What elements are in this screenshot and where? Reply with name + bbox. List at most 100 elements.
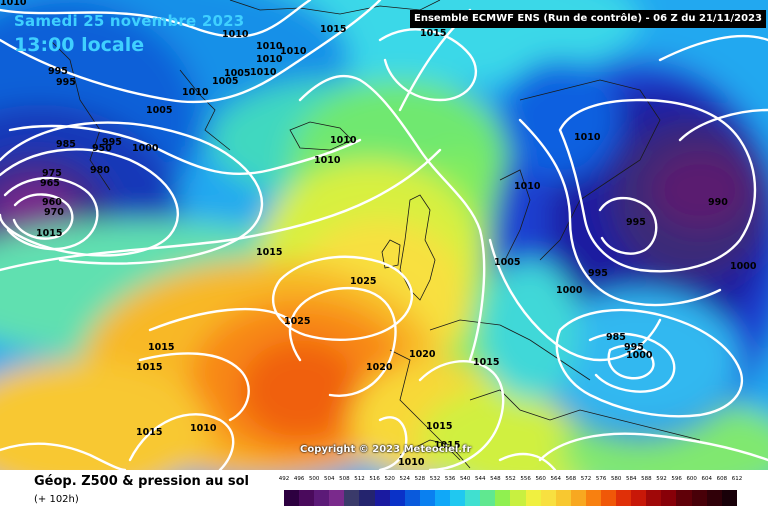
legend-tick-label: 592 bbox=[656, 476, 667, 482]
isobar-label: 1000 bbox=[556, 285, 583, 296]
isobar-label: 980 bbox=[90, 165, 110, 176]
isobar-label: 1015 bbox=[426, 421, 452, 432]
legend-swatch bbox=[419, 490, 435, 506]
legend-tick-label: 596 bbox=[671, 476, 682, 482]
legend-swatch bbox=[570, 490, 586, 506]
legend-swatch bbox=[284, 490, 300, 506]
legend-swatch bbox=[344, 490, 360, 506]
legend-tick-label: 504 bbox=[324, 476, 335, 482]
isobar-label: 995 bbox=[56, 77, 76, 88]
legend-tick-label: 612 bbox=[731, 476, 743, 482]
isobar-label: 1010 bbox=[0, 0, 27, 8]
isobar-label: 1005 bbox=[212, 76, 238, 87]
isobar-label: 1010 bbox=[330, 135, 357, 146]
geopotential-field bbox=[0, 0, 768, 470]
isobar-label: 1015 bbox=[136, 427, 162, 438]
isobar-label: 1010 bbox=[222, 29, 249, 40]
isobar-label: 1010 bbox=[514, 181, 541, 192]
legend-swatch bbox=[389, 490, 405, 506]
legend-swatch bbox=[510, 490, 526, 506]
isobar-label: 970 bbox=[44, 207, 64, 218]
isobar-label: 995 bbox=[624, 342, 644, 353]
legend-swatch bbox=[540, 490, 556, 506]
legend-swatch bbox=[691, 490, 707, 506]
legend-tick-label: 532 bbox=[429, 476, 441, 482]
isobar-label: 1025 bbox=[350, 276, 376, 287]
isobar-label: 1005 bbox=[146, 105, 172, 116]
isobar-label: 1010 bbox=[190, 423, 217, 434]
legend-swatch bbox=[706, 490, 722, 506]
isobar-label: 1020 bbox=[409, 349, 436, 360]
legend-tick-label: 508 bbox=[339, 476, 350, 482]
isobar-labels: 1010 995 995 985 950 995 1000 980 975 96… bbox=[0, 0, 757, 468]
legend-tick-label: 500 bbox=[308, 476, 320, 482]
isobar-label: 1025 bbox=[284, 316, 310, 327]
isobar-label: 995 bbox=[102, 137, 122, 148]
isobar-label: 1020 bbox=[366, 362, 393, 373]
legend-color-bar bbox=[284, 490, 737, 506]
legend-swatch bbox=[314, 490, 330, 506]
isobars bbox=[0, 0, 768, 470]
legend-tick-label: 536 bbox=[444, 476, 456, 482]
isobar-label: 995 bbox=[626, 217, 646, 228]
isobar-label: 985 bbox=[606, 332, 626, 343]
legend-tick-label: 516 bbox=[369, 476, 380, 482]
legend-swatch bbox=[721, 490, 737, 506]
legend-swatch bbox=[374, 490, 390, 506]
legend-swatch bbox=[450, 490, 466, 506]
legend-tick-label: 548 bbox=[490, 476, 501, 482]
legend-tick-label: 556 bbox=[520, 476, 531, 482]
isobar-label: 1015 bbox=[136, 362, 162, 373]
legend-tick-label: 588 bbox=[641, 476, 652, 482]
isobar-label: 1010 bbox=[256, 54, 283, 65]
legend-tick-label: 512 bbox=[354, 476, 365, 482]
weather-map: 1010 995 995 985 950 995 1000 980 975 96… bbox=[0, 0, 768, 470]
isobar-label: 1010 bbox=[574, 132, 601, 143]
legend-swatch bbox=[480, 490, 496, 506]
legend-swatch bbox=[646, 490, 662, 506]
isobar-label: 1000 bbox=[132, 143, 159, 154]
legend-tick-label: 524 bbox=[399, 476, 411, 482]
legend-tick-label: 572 bbox=[580, 476, 592, 482]
isobar-label: 995 bbox=[48, 66, 68, 77]
legend-tick-label: 576 bbox=[595, 476, 607, 482]
legend-tick-label: 608 bbox=[716, 476, 728, 482]
forecast-time: 13:00 locale bbox=[14, 34, 145, 56]
legend-tick-label: 552 bbox=[505, 476, 516, 482]
legend-swatch bbox=[616, 490, 632, 506]
legend-swatch bbox=[329, 490, 345, 506]
legend-swatch bbox=[676, 490, 692, 506]
color-scale-legend: 492 496 500 504 508 512 516 520 524 528 532 536 540 5… bbox=[279, 476, 752, 510]
isobar-label: 1000 bbox=[626, 350, 653, 361]
isobar-label: 985 bbox=[56, 139, 76, 150]
legend-tick-label: 560 bbox=[535, 476, 546, 482]
isobar-label: 1010 bbox=[182, 87, 209, 98]
legend-tick-label: 568 bbox=[565, 476, 577, 482]
legend-swatch bbox=[555, 490, 571, 506]
legend-tick-label: 492 bbox=[278, 476, 290, 482]
isobar-label: 1010 bbox=[314, 155, 341, 166]
legend-tick-label: 540 bbox=[459, 476, 471, 482]
isobar-label: 1015 bbox=[434, 440, 460, 451]
isobar-label: 1015 bbox=[320, 24, 346, 35]
legend-swatch bbox=[404, 490, 420, 506]
isobar-label: 1010 bbox=[250, 67, 277, 78]
legend-tick-label: 600 bbox=[686, 476, 697, 482]
legend-tick-label: 604 bbox=[701, 476, 713, 482]
isobar-label: 995 bbox=[588, 268, 608, 279]
isobar-label: 975 bbox=[42, 168, 62, 179]
isobar-label: 1000 bbox=[730, 261, 757, 272]
legend-tick-label: 520 bbox=[384, 476, 395, 482]
isobar-label: 1015 bbox=[256, 247, 282, 258]
isobar-label: 1015 bbox=[473, 357, 499, 368]
legend-swatch bbox=[434, 490, 451, 506]
isobar-label: 990 bbox=[708, 197, 728, 208]
isobar-label: 950 bbox=[92, 143, 112, 154]
legend-swatch bbox=[299, 490, 315, 506]
model-run-info: Ensemble ECMWF ENS (Run de contrôle) - 0… bbox=[410, 10, 766, 28]
legend-swatch bbox=[600, 490, 617, 506]
legend-tick-label: 528 bbox=[414, 476, 426, 482]
copyright-notice: Copyright © 2023 Meteociel.fr bbox=[300, 444, 472, 455]
legend-swatch bbox=[359, 490, 375, 506]
